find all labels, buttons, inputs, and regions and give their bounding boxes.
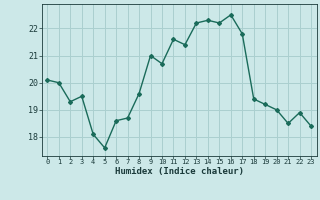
X-axis label: Humidex (Indice chaleur): Humidex (Indice chaleur): [115, 167, 244, 176]
